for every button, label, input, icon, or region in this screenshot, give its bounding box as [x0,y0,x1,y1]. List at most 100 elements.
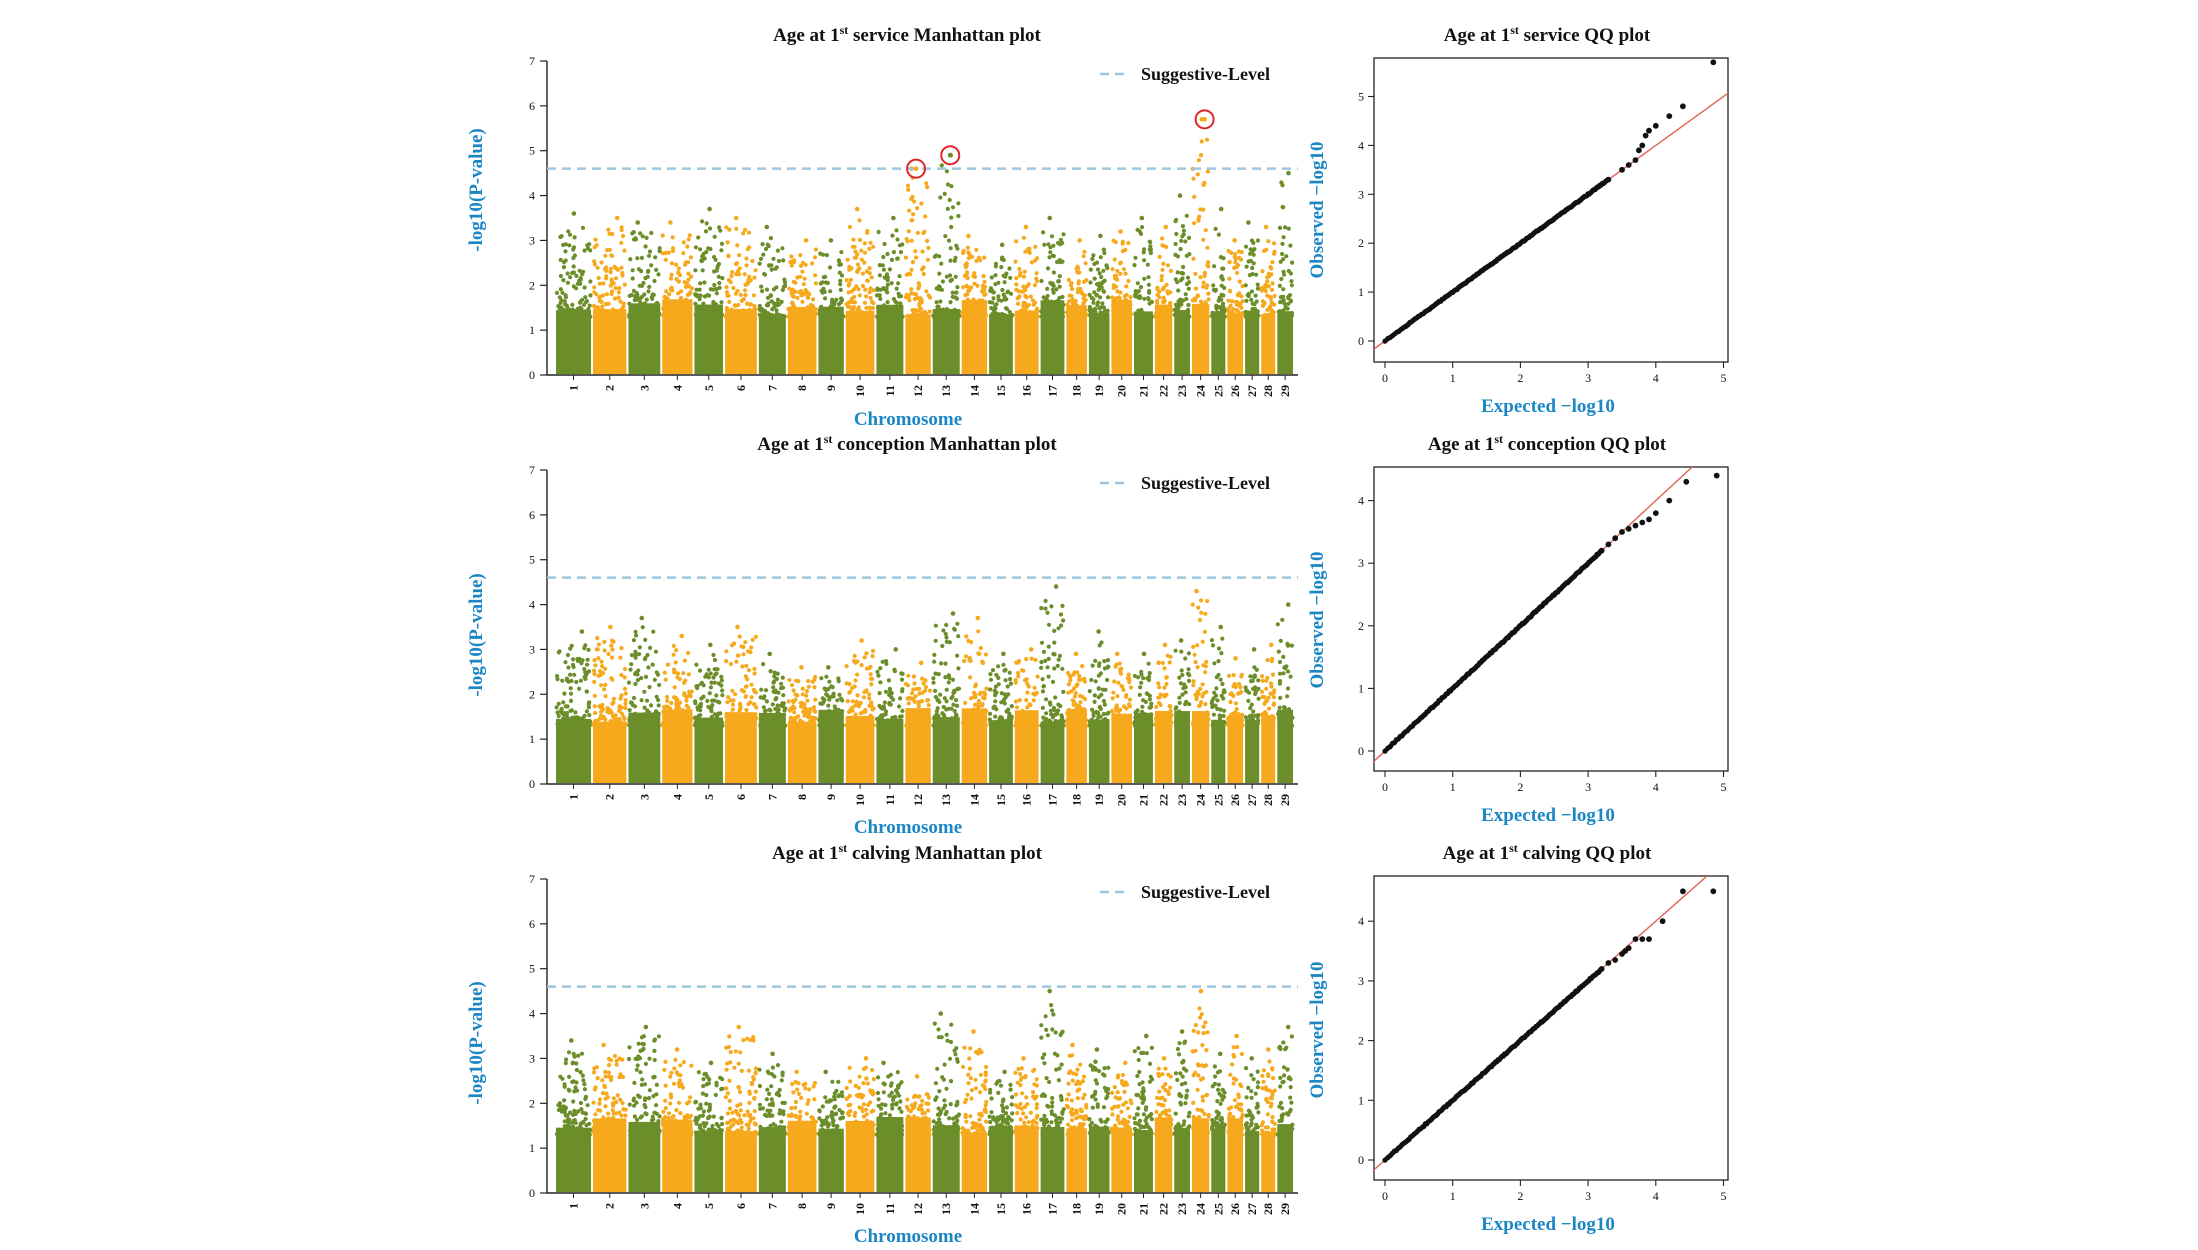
qq-points [1382,59,1717,344]
snp-point [898,301,903,306]
snp-point [1185,275,1191,280]
snp-point [681,671,686,676]
y-tick-label: 5 [529,553,535,567]
snp-point [645,274,650,279]
snp-point [725,314,730,319]
chromosome-23-base-band [1174,309,1190,374]
snp-point [1045,266,1051,271]
snp-point [725,240,730,245]
snp-point [583,309,588,314]
snp-point [569,720,574,725]
snp-point [633,681,638,687]
snp-point [1166,291,1171,296]
significant-snp-point [1202,116,1208,122]
y-tick-label: 5 [529,144,535,158]
snp-point [1004,306,1010,311]
snp-point [962,273,967,278]
snp-point [667,707,672,712]
snp-point [588,279,593,284]
snp-point [1162,666,1167,671]
snp-point [965,297,971,302]
snp-point [1101,723,1106,728]
chromosome-tick-label: 8 [795,385,809,391]
snp-point [693,715,698,720]
snp-point [940,307,946,312]
snp-point [666,307,671,312]
snp-point [1197,618,1203,623]
snp-point [571,247,576,252]
snp-point [712,680,717,685]
snp-point [868,664,873,669]
snp-point [1288,299,1294,304]
snp-point [806,684,811,689]
snp-point [1219,292,1224,297]
snp-point [771,685,776,690]
snp-point [709,705,714,710]
snp-point [1090,256,1095,262]
chromosome-8-points [786,665,818,783]
snp-point [838,282,843,287]
snp-point [687,723,692,728]
snp-point [884,290,890,295]
snp-point [1268,265,1273,270]
snp-point [853,703,858,708]
snp-point [687,689,692,694]
snp-point [1092,290,1097,295]
snp-point [1081,254,1086,259]
snp-point [645,652,650,658]
snp-point [1128,685,1134,690]
snp-point [580,225,586,230]
snp-point [975,283,980,288]
snp-point [932,659,937,664]
snp-point [647,685,652,690]
snp-point [1177,700,1182,706]
snp-point [790,287,795,292]
snp-point [1111,238,1116,243]
snp-point [911,717,916,722]
snp-point [852,653,857,659]
snp-point [908,272,913,277]
snp-point [1205,598,1210,604]
snp-point [811,705,817,710]
snp-point [954,722,959,727]
y-tick-label: 4 [1358,138,1364,152]
chromosome-11-base-band [876,718,904,783]
snp-point [993,303,998,308]
snp-point [834,722,839,727]
snp-point [907,298,912,303]
snp-point [1066,277,1071,282]
snp-point [996,294,1001,299]
y-tick-label: 1 [1358,285,1364,299]
snp-point [694,662,699,667]
snp-point [1056,657,1061,662]
snp-point [606,651,611,657]
snp-point [730,702,736,707]
snp-point [1204,285,1209,290]
snp-point [737,253,742,258]
snp-point [762,709,768,714]
snp-point [877,263,883,268]
chromosome-11-points [874,215,905,374]
snp-point [741,297,746,302]
snp-point [1164,244,1169,250]
snp-point [933,688,938,694]
snp-point [864,305,869,311]
snp-point [593,663,598,668]
snp-point [860,720,865,726]
snp-point [744,663,749,668]
snp-point [696,235,701,240]
snp-point [619,307,624,312]
snp-point [1024,284,1030,289]
snp-point [1048,245,1053,250]
manhattan-panel-conception: Age at 1st conception Manhattan plot 012… [466,432,1298,838]
snp-point [598,673,603,678]
snp-point [964,710,969,716]
snp-point [839,250,844,255]
snp-point [747,279,752,284]
snp-point [731,721,737,726]
snp-point [1046,674,1051,679]
snp-point [1110,708,1115,714]
snp-point [622,717,627,722]
snp-point [744,684,749,689]
